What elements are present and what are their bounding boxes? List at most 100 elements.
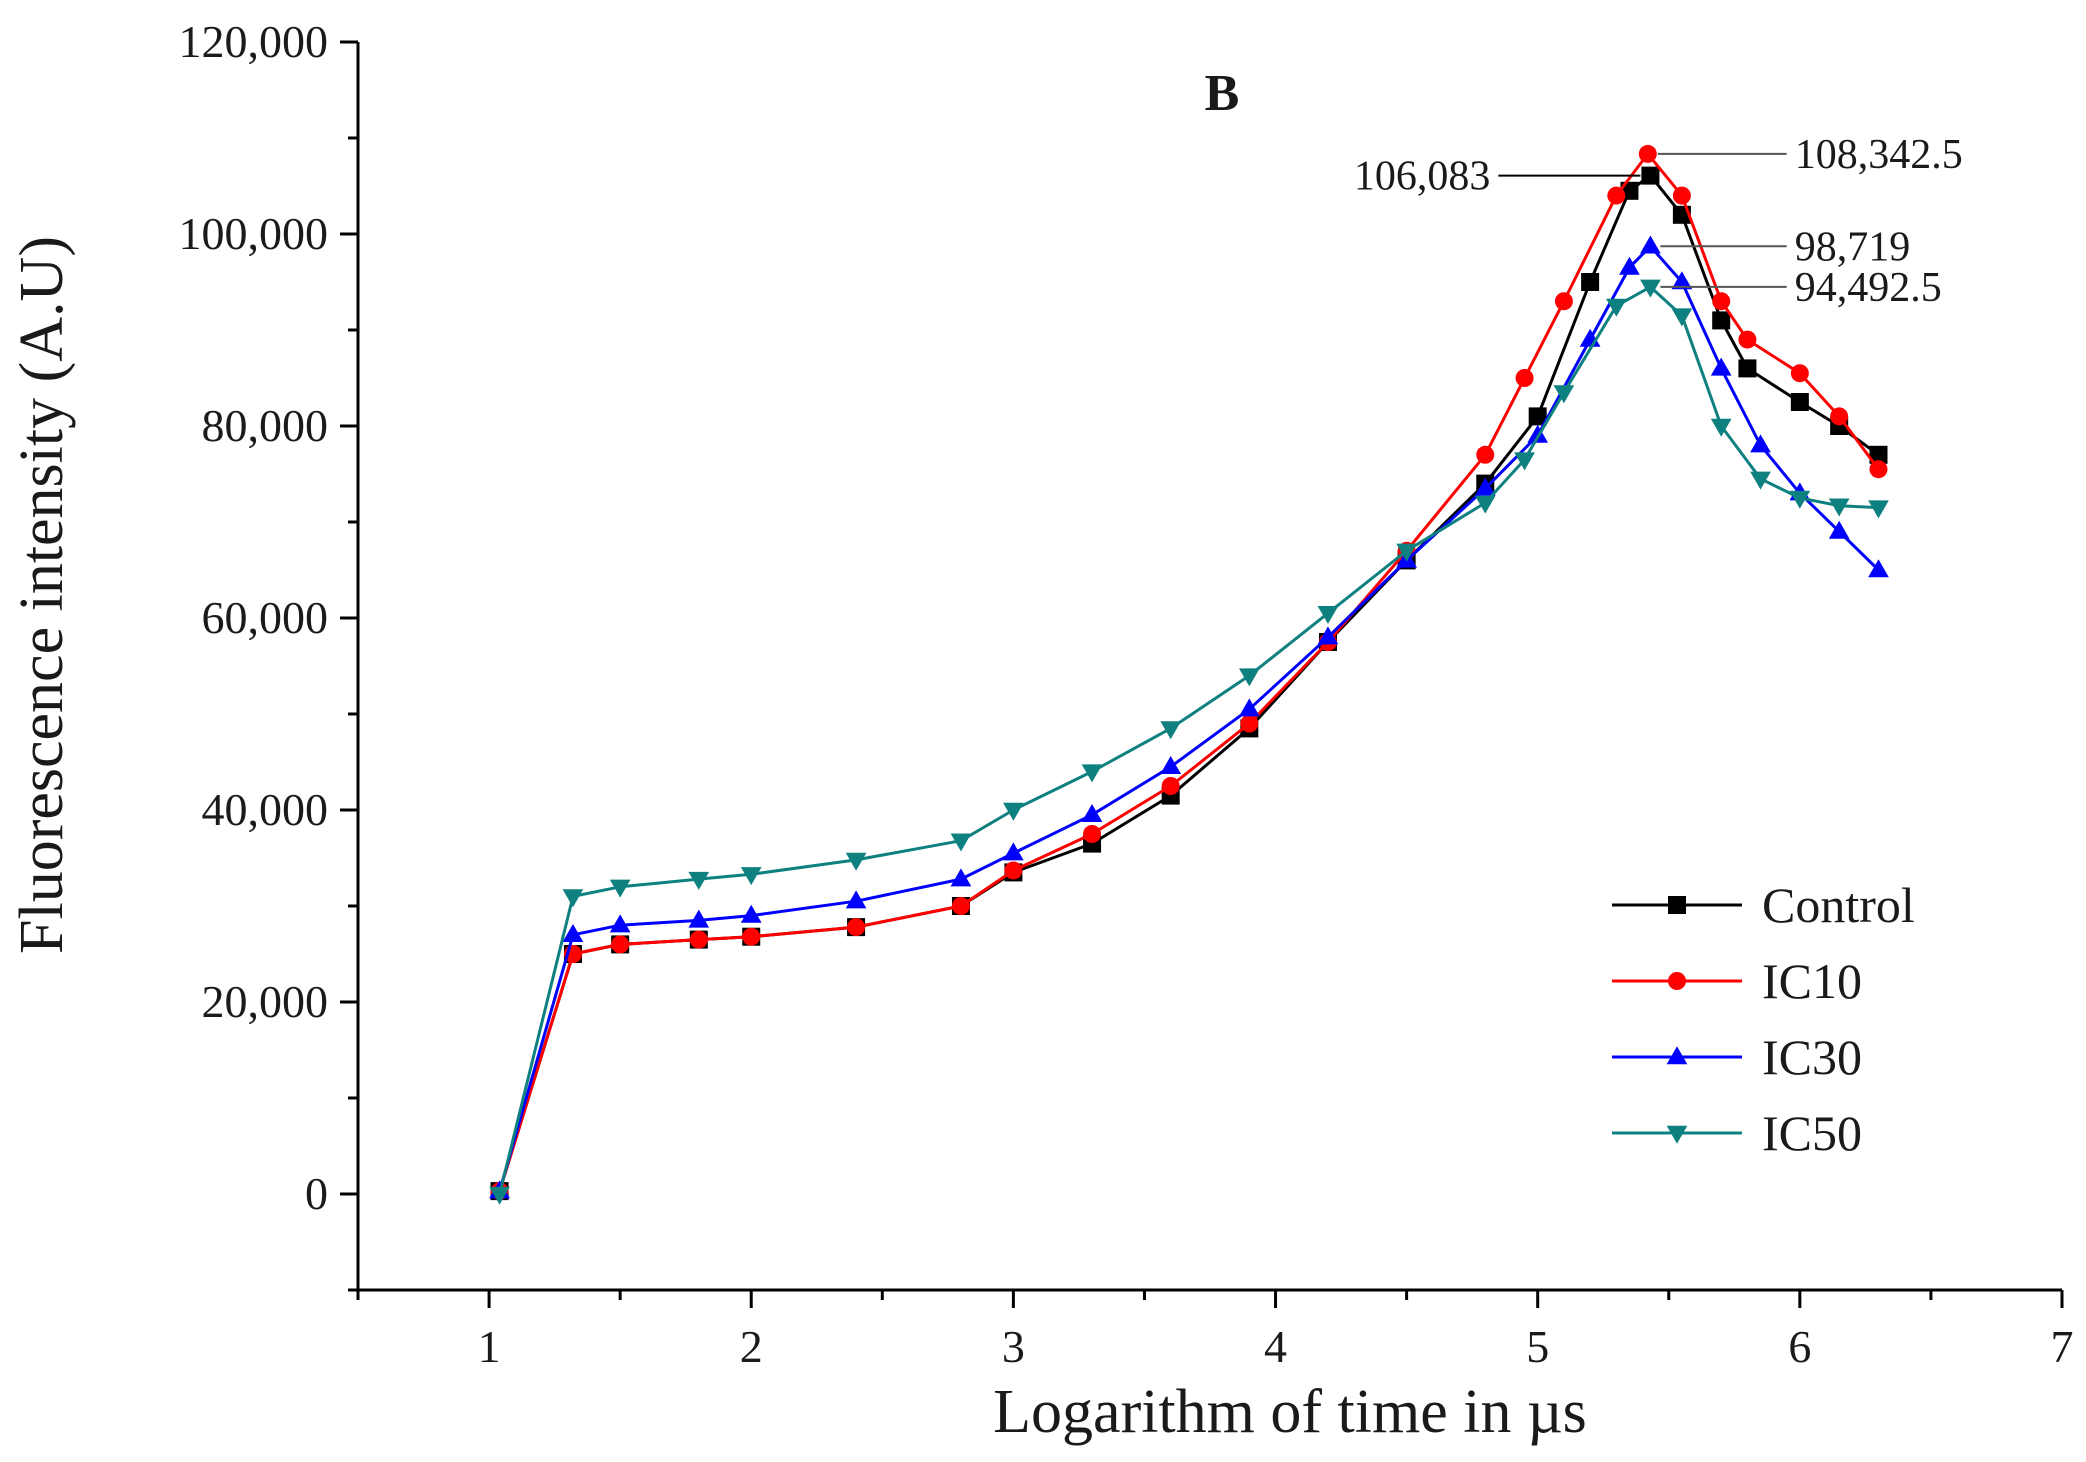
data-point	[688, 871, 710, 890]
series-ic10	[490, 144, 1888, 1201]
data-point	[1515, 369, 1534, 387]
annotation-label: 98,719	[1795, 224, 1911, 270]
data-point	[950, 868, 972, 887]
x-tick-label: 2	[740, 1321, 763, 1372]
data-point	[1527, 424, 1549, 443]
series-control	[490, 166, 1888, 1201]
series-line	[498, 285, 1879, 1195]
series-layer	[489, 144, 1889, 1205]
legend-label: IC30	[1762, 1029, 1862, 1085]
data-point	[1161, 777, 1180, 795]
data-point	[1474, 477, 1496, 496]
data-point	[1619, 256, 1640, 275]
data-point	[845, 890, 867, 909]
data-point	[1750, 434, 1771, 453]
x-ticks: 1 2 3 4 5 6 7	[356, 1290, 2074, 1372]
data-point	[950, 833, 972, 852]
series-line	[498, 174, 1880, 1192]
data-point	[1003, 802, 1024, 821]
data-point	[1712, 311, 1731, 330]
data-point	[1607, 186, 1626, 205]
annotation-label: 108,342.5	[1795, 132, 1963, 178]
legend-marker	[1666, 1125, 1688, 1144]
x-axis-title: Logarithm of time in µs	[993, 1378, 1587, 1446]
data-point	[1474, 495, 1496, 514]
data-point	[742, 927, 761, 946]
data-point	[1710, 418, 1732, 437]
data-point	[1514, 452, 1535, 471]
x-tick-label: 7	[2051, 1321, 2074, 1372]
y-axis-title: Fluorescence intensity (A.U)	[8, 236, 76, 954]
data-point	[489, 1186, 510, 1205]
data-point	[740, 904, 762, 923]
y-ticks: 0 20,000 40,000 60,000 80,000 100,000 120,000	[179, 16, 358, 1292]
data-point	[1317, 606, 1339, 624]
annotation-label: 106,083	[1354, 154, 1491, 200]
y-tick-label: 0	[305, 1168, 328, 1219]
data-point	[1830, 407, 1849, 426]
data-point	[1605, 298, 1627, 317]
x-tick-label: 1	[478, 1321, 501, 1372]
data-point	[1750, 471, 1771, 490]
data-point	[688, 909, 710, 928]
data-point	[1528, 407, 1547, 426]
data-point	[611, 935, 630, 954]
data-point	[1869, 460, 1888, 479]
x-tick-label: 5	[1526, 1321, 1549, 1372]
data-point	[562, 889, 584, 908]
data-point	[1160, 756, 1182, 774]
data-point	[1240, 714, 1259, 733]
chart-title: B	[1205, 65, 1240, 122]
data-point	[847, 918, 866, 937]
legend-item-ic50: IC50	[1612, 1105, 1862, 1161]
y-tick-label: 120,000	[179, 16, 329, 67]
data-point	[1790, 364, 1809, 383]
y-tick-label: 80,000	[202, 400, 329, 451]
legend-label: Control	[1762, 877, 1915, 933]
y-tick-label: 100,000	[179, 208, 329, 259]
series-ic50	[489, 279, 1889, 1205]
data-point	[1868, 559, 1889, 578]
legend: Control IC10 IC30 IC50	[1612, 877, 1915, 1161]
x-tick-label: 4	[1264, 1321, 1287, 1372]
data-point	[1081, 764, 1103, 783]
data-point	[1396, 543, 1417, 562]
data-point	[1476, 445, 1495, 464]
data-point	[1868, 500, 1889, 519]
data-point	[1738, 359, 1757, 378]
data-point	[1789, 490, 1811, 509]
data-point	[1003, 842, 1024, 861]
data-point	[1317, 626, 1339, 645]
data-point	[1640, 235, 1661, 254]
data-point	[1641, 166, 1660, 185]
legend-marker	[1666, 1046, 1688, 1065]
data-point	[1638, 144, 1657, 163]
plot-frame	[356, 42, 2062, 1292]
legend-item-ic30: IC30	[1612, 1029, 1862, 1085]
data-point	[1828, 520, 1850, 539]
x-tick-label: 3	[1002, 1321, 1025, 1372]
series-line	[498, 244, 1880, 1192]
y-tick-label: 40,000	[202, 784, 329, 835]
data-point	[845, 852, 867, 871]
legend-label: IC10	[1762, 953, 1862, 1009]
data-point	[1081, 804, 1103, 822]
data-point	[1004, 861, 1023, 880]
data-point	[1671, 271, 1693, 290]
data-point	[1710, 357, 1732, 376]
legend-marker	[1668, 896, 1686, 914]
data-point	[1738, 330, 1757, 349]
data-point	[1553, 385, 1575, 404]
data-point	[1640, 279, 1661, 298]
data-point	[951, 897, 970, 915]
data-point	[689, 930, 708, 949]
legend-item-ic10: IC10	[1612, 953, 1862, 1009]
data-point	[562, 924, 584, 942]
data-point	[1869, 445, 1888, 464]
y-tick-label: 20,000	[202, 976, 329, 1027]
data-point	[609, 914, 631, 933]
series-line	[498, 152, 1880, 1192]
data-point	[1581, 273, 1600, 291]
